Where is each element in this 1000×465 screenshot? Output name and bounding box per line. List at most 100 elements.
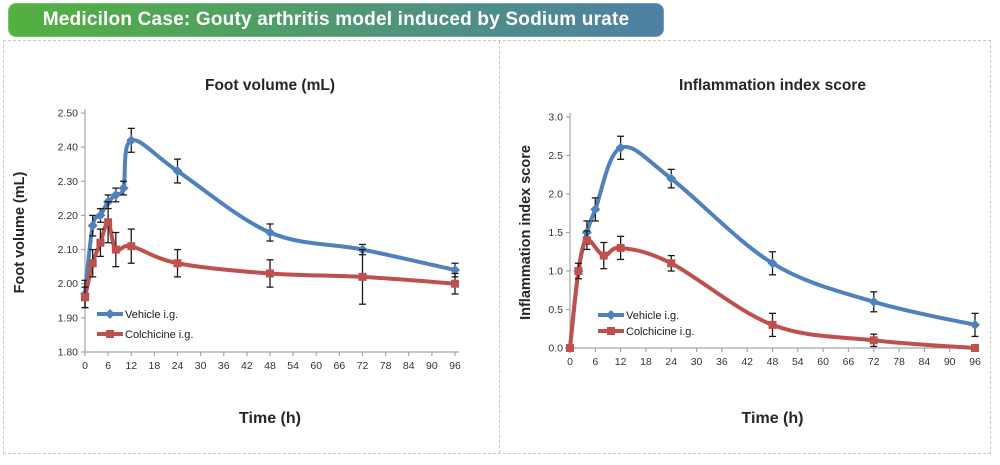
data-point-marker [81, 293, 89, 302]
data-point-marker [118, 183, 129, 194]
data-point-marker [566, 344, 574, 352]
x-tick-label: 54 [792, 356, 804, 368]
chart-title: Foot volume (mL) [205, 77, 335, 94]
x-tick-label: 72 [868, 356, 880, 368]
data-point-marker [768, 320, 777, 329]
legend-item-colchicine: Colchicine i.g. [598, 326, 694, 338]
header-banner: Medicilon Case: Gouty arthritis model in… [8, 3, 664, 37]
x-axis-label: Time (h) [742, 410, 804, 427]
x-tick-label: 18 [640, 356, 652, 368]
data-point-marker [266, 269, 274, 278]
x-tick-label: 78 [380, 360, 392, 372]
data-point-marker [265, 227, 275, 238]
data-point-marker [110, 189, 121, 200]
x-axis-ticks: 0 6 12 18 24 30 36 42 48 54 60 66 72 78 84 90 96 [567, 348, 981, 368]
data-point-marker [358, 272, 367, 281]
y-tick-label: 2.20 [58, 210, 79, 222]
data-point-marker [616, 243, 625, 252]
x-tick-label: 60 [310, 360, 322, 372]
data-point-marker [590, 204, 601, 215]
legend: Vehicle i.g. Colchicine i.g. [598, 310, 694, 338]
data-point-marker [104, 218, 113, 227]
x-tick-label: 66 [843, 356, 855, 368]
y-axis-label: Foot volume (mL) [12, 172, 28, 294]
x-tick-label: 42 [741, 356, 753, 368]
x-tick-label: 96 [449, 360, 461, 372]
data-point-marker [599, 251, 608, 260]
x-axis-label: Time (h) [239, 410, 301, 427]
legend-label: Vehicle i.g. [125, 309, 178, 321]
y-tick-label: 1.0 [548, 266, 563, 278]
x-tick-label: 48 [767, 356, 779, 368]
data-point-marker [451, 279, 459, 288]
x-tick-label: 48 [264, 360, 276, 372]
legend-marker [606, 310, 616, 320]
data-point-marker [95, 210, 106, 221]
y-tick-label: 3.0 [548, 112, 563, 124]
x-tick-label: 12 [125, 360, 137, 372]
x-tick-label: 78 [893, 356, 905, 368]
x-tick-label: 96 [969, 356, 981, 368]
panel-divider [499, 41, 500, 453]
x-tick-label: 90 [426, 360, 438, 372]
data-point-marker [767, 258, 778, 269]
legend: Vehicle i.g. Colchicine i.g. [97, 309, 193, 341]
error-bars [81, 201, 459, 309]
y-tick-label: 1.90 [58, 312, 79, 324]
y-tick-label: 2.50 [58, 108, 79, 120]
x-tick-label: 84 [403, 360, 415, 372]
data-point-marker [111, 245, 120, 254]
series-colchicine [81, 201, 459, 309]
x-tick-label: 30 [195, 360, 207, 372]
x-tick-label: 42 [241, 360, 253, 372]
legend-marker [105, 309, 115, 319]
y-tick-label: 1.80 [58, 347, 79, 359]
x-tick-label: 0 [82, 360, 88, 372]
x-tick-label: 60 [817, 356, 829, 368]
content-frame [3, 40, 991, 454]
x-tick-label: 0 [567, 356, 573, 368]
data-point-marker [88, 259, 97, 268]
data-point-marker [127, 242, 136, 251]
data-point-marker [574, 267, 583, 275]
y-axis-label: Inflammation index score [518, 145, 534, 320]
data-point-marker [582, 236, 591, 245]
y-tick-label: 2.5 [548, 150, 563, 162]
legend-label: Vehicle i.g. [626, 310, 679, 322]
x-tick-label: 90 [944, 356, 956, 368]
legend-item-vehicle: Vehicle i.g. [97, 309, 178, 321]
y-tick-label: 1.5 [548, 227, 563, 239]
data-point-marker [869, 336, 878, 345]
x-tick-label: 72 [357, 360, 369, 372]
data-point-marker [87, 220, 98, 231]
x-tick-label: 36 [218, 360, 230, 372]
x-tick-label: 66 [334, 360, 346, 372]
x-tick-label: 24 [172, 360, 184, 372]
foot-volume-chart: 0 6 12 18 24 30 36 42 48 54 60 66 72 78 84 90 96 1.80 1.90… [12, 77, 461, 427]
legend-marker [106, 330, 114, 338]
data-point-marker [615, 142, 626, 153]
legend-marker [607, 327, 615, 335]
legend-label: Colchicine i.g. [626, 326, 694, 338]
inflammation-index-chart: 0 6 12 18 24 30 36 42 48 54 60 66 72 78 84 90 96 0.0 0.5 1.… [518, 77, 981, 427]
data-point-marker [970, 319, 980, 330]
data-point-marker [173, 259, 182, 268]
y-axis-ticks: 1.80 1.90 2.00 2.10 2.20 2.30 2.40 2.50 [58, 108, 85, 359]
page-title: Medicilon Case: Gouty arthritis model in… [42, 9, 630, 30]
y-tick-label: 0.0 [548, 343, 563, 355]
data-point-marker [667, 259, 676, 268]
data-point-marker [971, 344, 979, 352]
y-tick-label: 2.00 [58, 278, 79, 290]
data-point-marker [450, 265, 460, 276]
x-tick-label: 24 [665, 356, 677, 368]
chart-title: Inflammation index score [679, 77, 866, 94]
y-tick-label: 2.30 [58, 176, 79, 188]
y-tick-label: 0.5 [548, 304, 563, 316]
x-tick-label: 36 [716, 356, 728, 368]
series-line [568, 238, 977, 350]
data-point-marker [172, 166, 183, 177]
y-tick-label: 2.10 [58, 244, 79, 256]
x-tick-label: 6 [592, 356, 598, 368]
legend-item-vehicle: Vehicle i.g. [598, 310, 679, 322]
x-tick-label: 84 [919, 356, 931, 368]
